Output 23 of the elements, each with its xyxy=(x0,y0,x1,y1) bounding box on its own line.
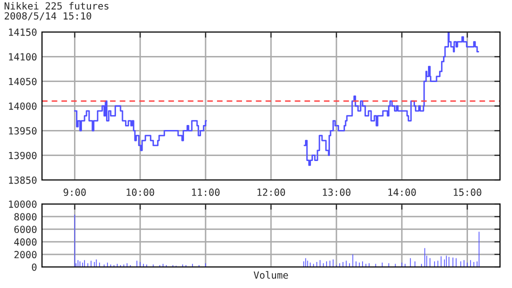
x-tick-label: 10:00 xyxy=(126,188,154,196)
y-tick-label: 13850 xyxy=(9,176,37,184)
y-tick-label: 13950 xyxy=(9,127,37,135)
y-tick-label: 14150 xyxy=(9,28,37,36)
y-tick-label: 14050 xyxy=(9,78,37,86)
y-tick-label: 13900 xyxy=(9,152,37,160)
y-tick-label: 4000 xyxy=(14,238,37,246)
y-tick-label: 14000 xyxy=(9,102,37,110)
x-tick-label: 12:00 xyxy=(258,188,286,196)
y-tick-label: 0 xyxy=(32,264,37,271)
x-tick-label: 15:00 xyxy=(454,188,482,196)
y-tick-label: 6000 xyxy=(14,226,37,234)
y-tick-label: 2000 xyxy=(14,250,37,258)
x-axis-title: Volume xyxy=(254,271,288,279)
x-tick-label: 13:00 xyxy=(322,188,350,196)
y-tick-label: 10000 xyxy=(9,200,37,208)
chart-title: Nikkei 225 futures xyxy=(4,2,108,10)
x-tick-label: 11:00 xyxy=(192,188,220,196)
y-tick-label: 14100 xyxy=(9,53,37,61)
x-tick-label: 9:00 xyxy=(64,188,86,196)
x-tick-label: 14:00 xyxy=(388,188,416,196)
y-tick-label: 8000 xyxy=(14,213,37,220)
chart-subtitle: 2008/5/14 15:10 xyxy=(4,12,92,20)
